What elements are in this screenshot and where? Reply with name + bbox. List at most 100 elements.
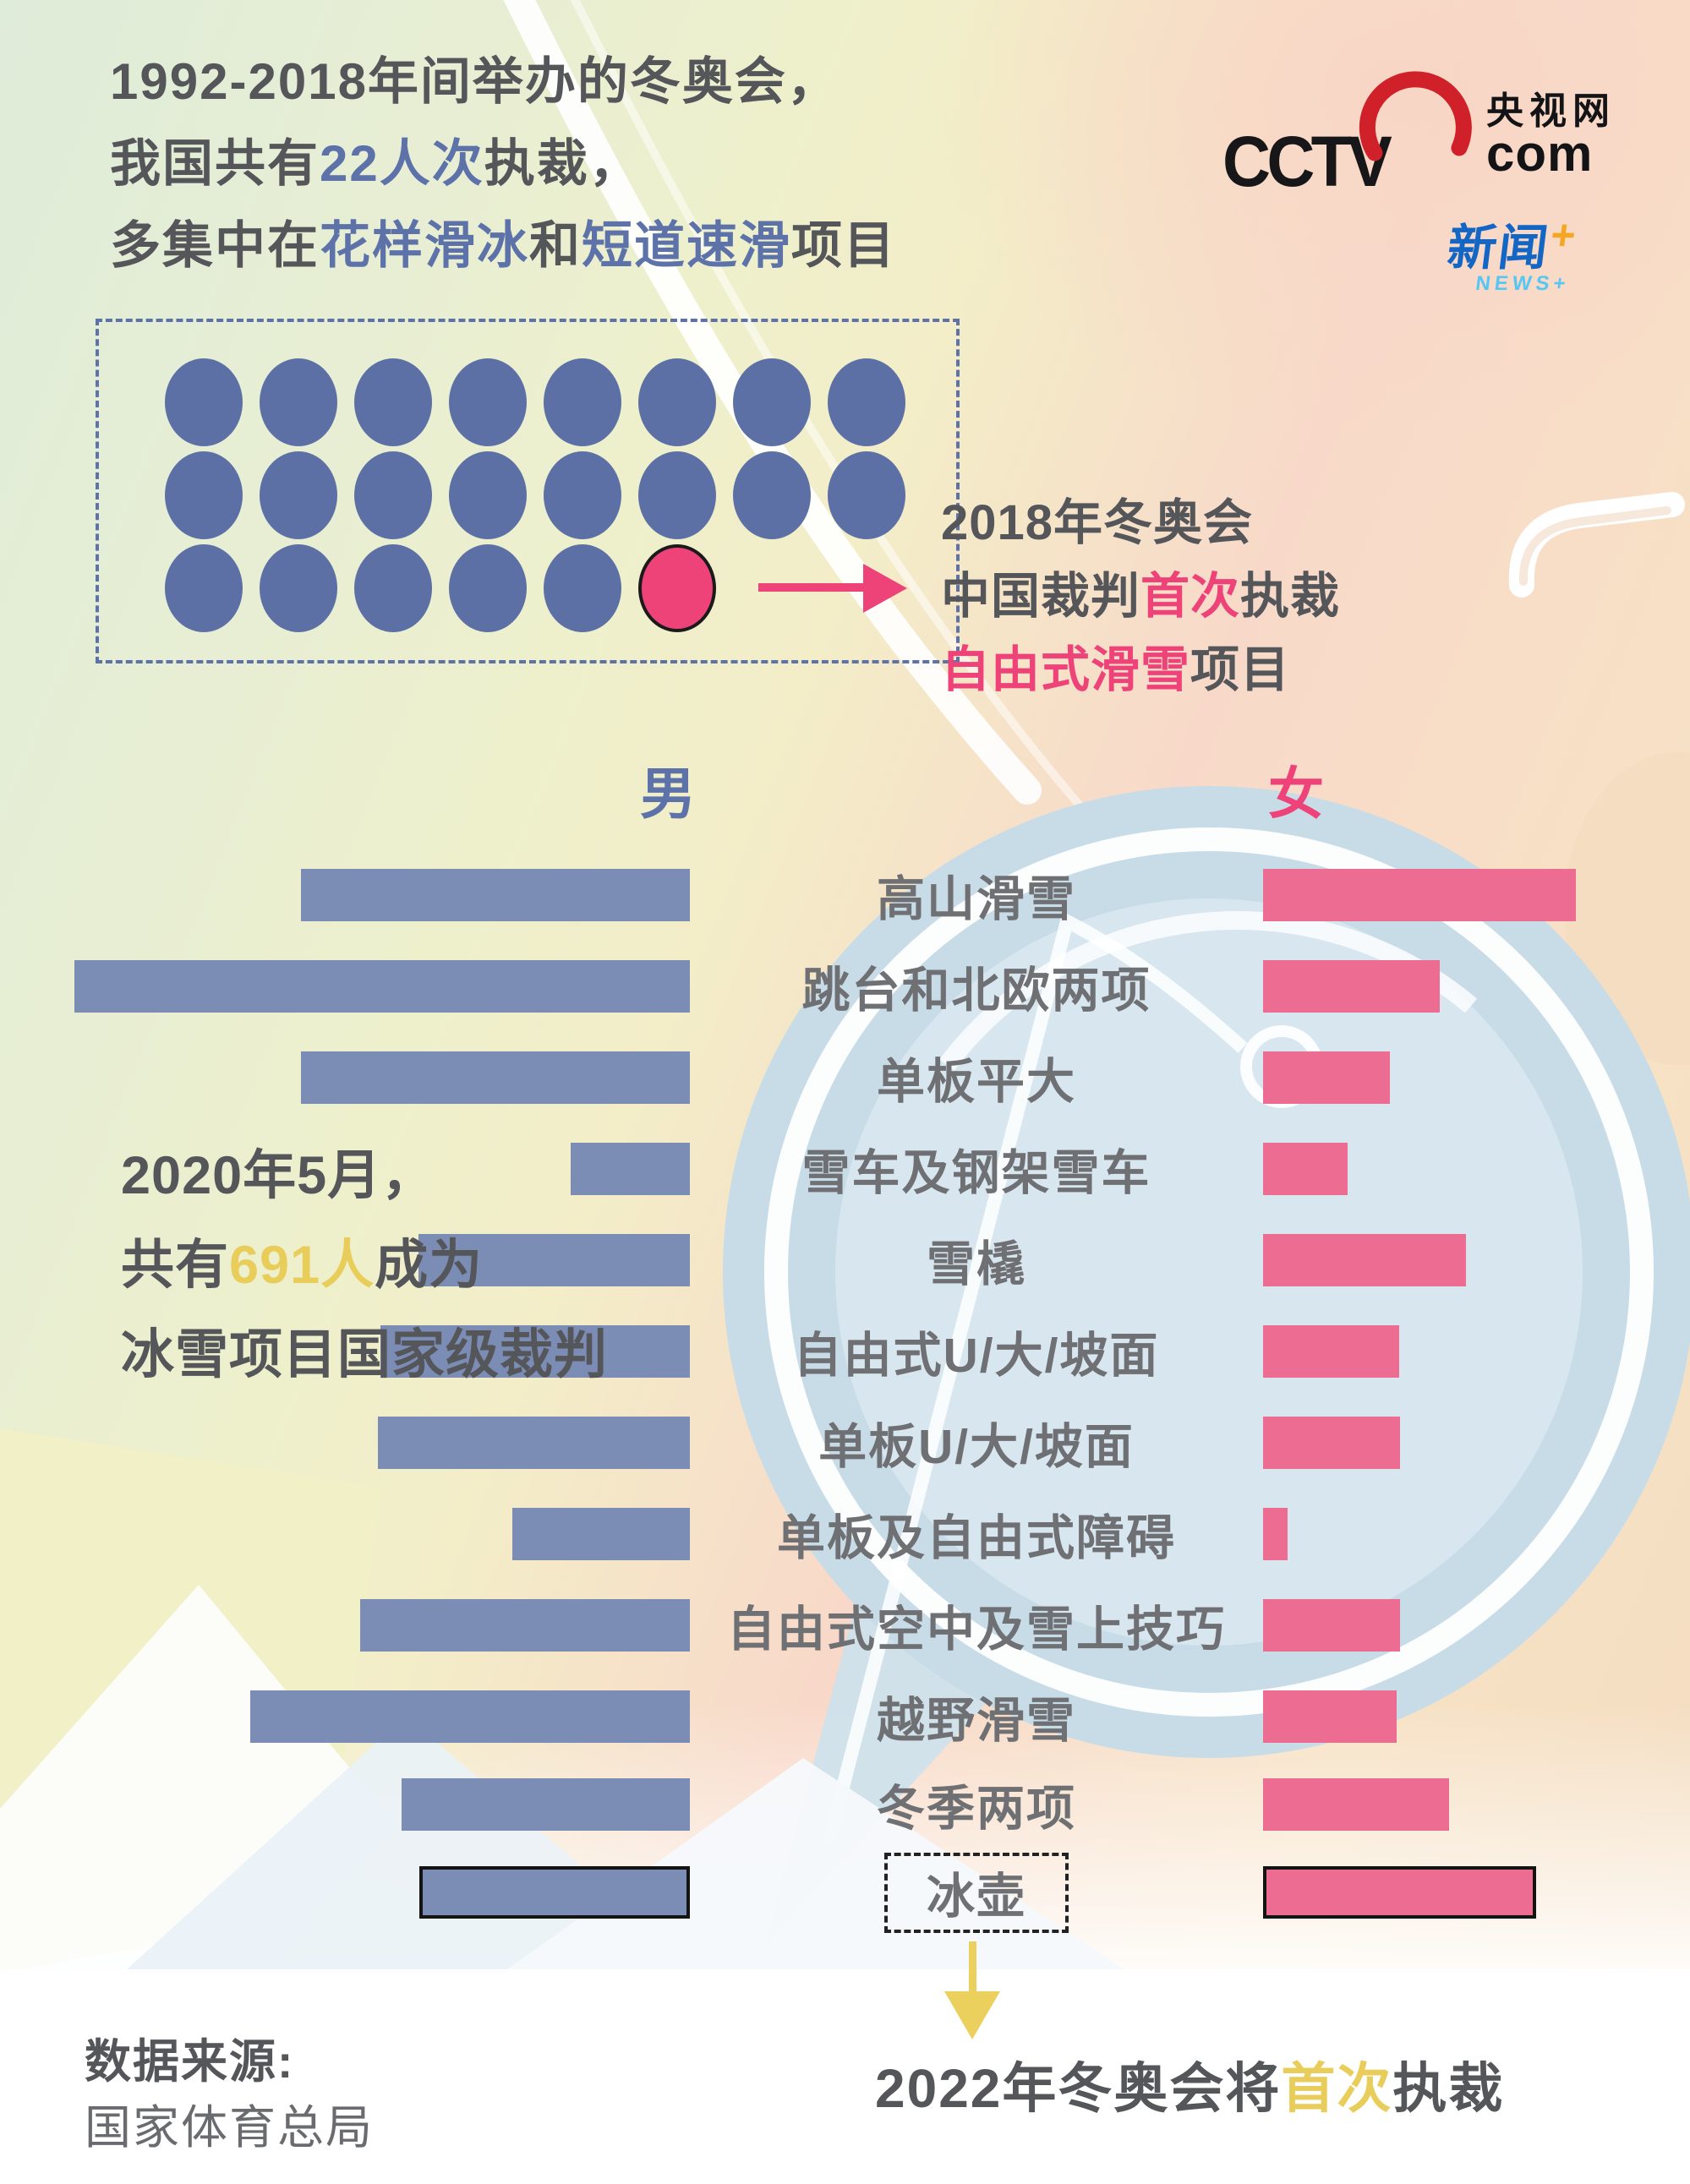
category-label: 单板平大	[877, 1055, 1076, 1109]
yellow-arrow-line	[969, 1941, 976, 1994]
text-segment: 2020年5月，	[121, 1146, 436, 1205]
left-note-line-2: 共有691人成为	[121, 1220, 608, 1310]
yellow-arrow-icon	[944, 1991, 1000, 2039]
female-bar	[1263, 1599, 1400, 1652]
text-segment: 首次	[1281, 2058, 1393, 2119]
category-label: 高山滑雪	[877, 872, 1076, 926]
chart-row-1: 高山滑雪	[0, 869, 1690, 926]
cctv-logo: CCTV 央视网 com	[1222, 46, 1628, 201]
judge-dot	[354, 358, 432, 446]
megaphone-bell-ring	[764, 827, 1654, 1717]
source-value: 国家体育总局	[85, 2101, 375, 2154]
category-label: 雪橇	[927, 1237, 1026, 1291]
text-segment: 短道速滑	[582, 217, 791, 274]
judge-dot	[165, 451, 243, 539]
female-bar	[1263, 1325, 1399, 1378]
cctv-domain: com	[1486, 125, 1594, 182]
male-bar	[571, 1143, 690, 1195]
female-bar	[1263, 869, 1576, 921]
female-bar	[1263, 1234, 1466, 1286]
male-bar	[301, 869, 690, 921]
judge-dot	[638, 358, 716, 446]
judge-dot	[544, 451, 621, 539]
male-bar	[378, 1417, 690, 1469]
judge-dot	[165, 358, 243, 446]
judge-dot	[544, 544, 621, 632]
female-bar	[1263, 1690, 1397, 1743]
category-label: 自由式空中及雪上技巧	[727, 1603, 1226, 1657]
text-segment: 22人次	[320, 135, 484, 192]
text-segment: 成为	[375, 1236, 484, 1295]
category-label-dashed-box: 冰壶	[884, 1852, 1069, 1933]
text-segment: 执裁，	[484, 135, 642, 192]
judge-dot	[449, 451, 527, 539]
text-segment: 691人	[229, 1236, 375, 1295]
category-label: 自由式U/大/坡面	[793, 1329, 1160, 1383]
male-bar	[418, 1234, 690, 1286]
female-bar	[1263, 960, 1440, 1013]
text-segment: 和	[529, 217, 582, 274]
category-label: 雪车及钢架雪车	[801, 1146, 1151, 1200]
chart-row-11: 冬季两项	[0, 1778, 1690, 1836]
judge-dot	[638, 451, 716, 539]
chart-row-12: 冰壶	[0, 1852, 1690, 1933]
judge-dot	[354, 544, 432, 632]
column-header-male: 男	[640, 762, 696, 825]
bottom-white-band	[0, 1969, 1690, 2184]
text-segment: 冰雪项目国家级裁判	[121, 1325, 608, 1384]
bell-highlight-arc	[939, 911, 1478, 1071]
female-bar	[1263, 1778, 1449, 1831]
male-bar	[250, 1690, 690, 1743]
headline-line-1: 1992-2018年间举办的冬奥会，	[110, 41, 896, 123]
text-segment: 我国共有	[110, 135, 320, 192]
text-segment: 1992-2018年间举办的冬奥会，	[110, 53, 840, 110]
headline-line-3: 多集中在花样滑冰和短道速滑项目	[110, 205, 896, 287]
judge-dot	[165, 544, 243, 632]
judge-dot	[449, 358, 527, 446]
female-bar	[1263, 1051, 1390, 1104]
male-bar	[380, 1325, 690, 1378]
chart-row-9: 自由式空中及雪上技巧	[0, 1599, 1690, 1657]
headline-line-2: 我国共有22人次执裁，	[110, 123, 896, 205]
category-label: 冬季两项	[877, 1782, 1076, 1836]
category-label: 冰壶	[690, 1852, 1263, 1933]
column-header-female: 女	[1268, 762, 1324, 825]
left-note-2020: 2020年5月， 共有691人成为 冰雪项目国家级裁判	[121, 1131, 608, 1400]
chart-row-6: 自由式U/大/坡面	[0, 1325, 1690, 1383]
annotation-2018-line-2: 中国裁判首次执裁	[941, 560, 1340, 633]
annotation-2018-line-1: 2018年冬奥会	[941, 486, 1340, 560]
category-label: 越野滑雪	[877, 1694, 1076, 1748]
chart-row-7: 单板U/大/坡面	[0, 1417, 1690, 1474]
chart-row-2: 跳台和北欧两项	[0, 960, 1690, 1018]
text-segment: 首次	[1140, 569, 1241, 624]
judge-dot	[260, 544, 337, 632]
white-swoosh	[503, 0, 1042, 805]
pink-arrow-line	[758, 583, 865, 592]
cctv-chinese-name: 央视网	[1486, 90, 1616, 132]
male-bar	[512, 1508, 690, 1560]
judge-dot	[449, 544, 527, 632]
text-segment: 共有	[121, 1236, 229, 1295]
male-bar	[74, 960, 690, 1013]
headline: 1992-2018年间举办的冬奥会， 我国共有22人次执裁， 多集中在花样滑冰和…	[110, 41, 896, 287]
judge-dot	[544, 358, 621, 446]
text-segment: 执裁	[1392, 2058, 1505, 2119]
text-segment: 多集中在	[110, 217, 320, 274]
female-bar	[1263, 1417, 1400, 1469]
male-bar	[360, 1599, 690, 1652]
left-note-line-1: 2020年5月，	[121, 1131, 608, 1220]
chart-row-10: 越野滑雪	[0, 1690, 1690, 1748]
judge-dot	[260, 451, 337, 539]
left-note-line-3: 冰雪项目国家级裁判	[121, 1310, 608, 1400]
judge-dot	[354, 451, 432, 539]
judge-dot	[733, 358, 811, 446]
news-plus-logo: 新闻+ NEWS+	[1442, 208, 1579, 296]
chart-row-5: 雪橇	[0, 1234, 1690, 1291]
judges-pictogram-panel	[96, 319, 960, 663]
pink-arrow-icon	[863, 564, 907, 613]
judge-dot	[828, 451, 905, 539]
male-bar	[402, 1778, 690, 1831]
judge-dot-freestyle-first	[638, 544, 716, 632]
text-segment: 花样滑冰	[320, 217, 529, 274]
